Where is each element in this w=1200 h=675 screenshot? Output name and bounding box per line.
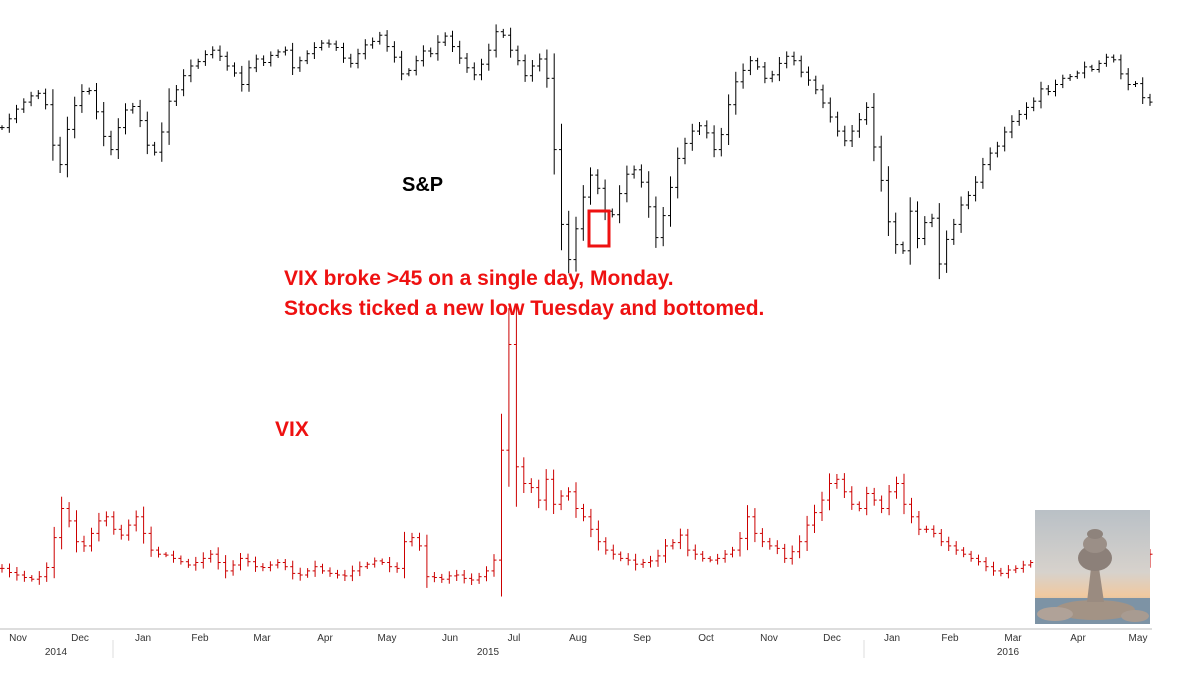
x-tick-label: Aug: [569, 633, 587, 644]
x-axis: Nov Dec Jan Feb Mar Apr May Jun Jul Aug Sep Oct Nov D…: [0, 628, 1152, 658]
x-tick-label: Jan: [135, 633, 151, 644]
x-year-label: 2015: [477, 647, 500, 658]
vix-price-series: [0, 304, 1153, 597]
x-tick-label: Nov: [9, 633, 27, 644]
x-tick-label: Dec: [823, 633, 841, 644]
x-year-label: 2016: [997, 647, 1020, 658]
sp-series-label: S&P: [402, 174, 444, 196]
annotation-line-1: VIX broke >45 on a single day, Monday.: [284, 267, 674, 290]
x-tick-label: Dec: [71, 633, 89, 644]
x-tick-label: Mar: [253, 633, 271, 644]
low-marker-box: [587, 209, 611, 248]
x-tick-label: Feb: [191, 633, 209, 644]
x-year-label: 2014: [45, 647, 68, 658]
x-tick-label: Mar: [1004, 633, 1022, 644]
x-tick-label: Apr: [1070, 633, 1086, 644]
x-tick-label: Nov: [760, 633, 778, 644]
balanced-rocks-thumbnail: [1035, 510, 1150, 624]
x-tick-label: Oct: [698, 633, 714, 644]
x-tick-label: Apr: [317, 633, 333, 644]
x-tick-label: Sep: [633, 633, 651, 644]
vix-series-label: VIX: [275, 418, 309, 441]
annotation-line-2: Stocks ticked a new low Tuesday and bott…: [284, 297, 765, 320]
x-tick-label: May: [378, 633, 397, 644]
x-tick-label: Jan: [884, 633, 900, 644]
x-tick-label: Feb: [941, 633, 959, 644]
x-tick-label: May: [1129, 633, 1148, 644]
x-tick-label: Jun: [442, 633, 458, 644]
sp-price-series: [0, 24, 1153, 280]
x-tick-label: Jul: [508, 633, 521, 644]
